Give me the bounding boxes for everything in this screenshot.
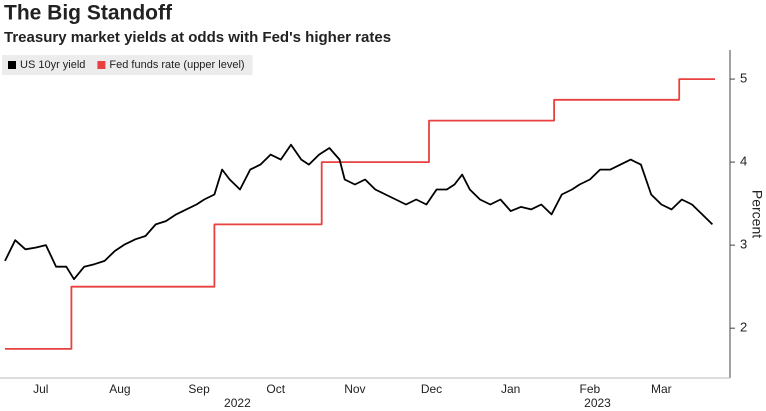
y-tick-label: 2 [740,320,747,335]
legend-swatch [97,61,106,69]
chart-subtitle: Treasury market yields at odds with Fed'… [4,29,391,46]
x-tick-label: Nov [344,382,365,396]
series-line [4,143,714,281]
x-year-label: 2023 [584,396,611,410]
legend-swatch [8,61,16,69]
legend-label: US 10yr yield [20,59,85,71]
series-line [5,78,715,350]
chart-title: The Big Standoff [4,2,173,25]
legend-label: Fed funds rate (upper level) [109,59,244,71]
x-tick-label: Sep [188,382,210,396]
x-tick-label: Feb [580,382,601,396]
x-tick-label: Jul [33,382,48,396]
y-tick-label: 5 [740,71,747,86]
x-tick-label: Jan [501,382,520,396]
legend: US 10yr yield Fed funds rate (upper level… [2,55,253,75]
x-year-label: 2022 [224,396,251,410]
x-tick-label: Aug [109,382,130,396]
legend-background [2,55,253,75]
x-tick-label: Oct [266,382,285,396]
y-axis-label: Percent [749,190,765,238]
y-tick-label: 3 [740,237,747,252]
y-tick-label: 4 [740,154,747,169]
x-tick-label: Dec [421,382,442,396]
x-tick-label: Mar [651,382,672,396]
